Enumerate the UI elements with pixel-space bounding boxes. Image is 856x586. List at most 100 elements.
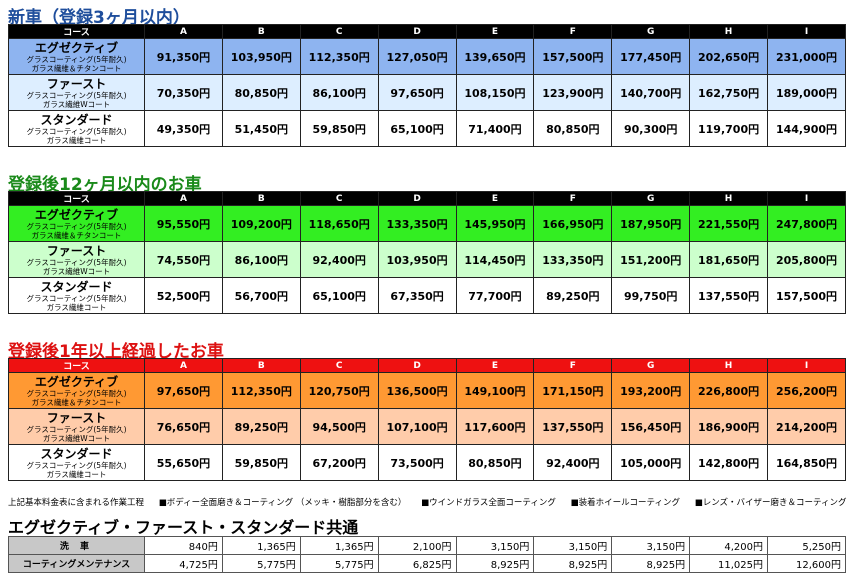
price-cell: 67,200円 <box>299 444 379 481</box>
note-item: ■ボディー全面磨き＆コーティング （メッキ・樹脂部分を含む） <box>158 498 407 508</box>
price-cell: 127,050円 <box>377 38 457 75</box>
price-cell: 221,550円 <box>689 205 768 242</box>
price-cell: 187,950円 <box>611 205 691 242</box>
course-name: エグゼクティブ <box>34 208 119 222</box>
price-cell: 112,350円 <box>299 38 379 75</box>
course-detail: グラスコーティング(5年耐久) <box>26 461 127 470</box>
column-header: F <box>533 358 613 373</box>
price-cell: 91,350円 <box>144 38 223 75</box>
price-cell: 89,250円 <box>221 408 301 445</box>
column-header: B <box>221 24 301 39</box>
course-name: ファースト <box>46 244 107 258</box>
course-name: エグゼクティブ <box>34 375 119 389</box>
common-service-table: 洗 車 840円 1,365円 1,365円 2,100円 3,150円 3,150円 3,1… <box>8 536 846 573</box>
price-cell: 226,800円 <box>689 372 768 409</box>
column-header: D <box>377 191 457 206</box>
price-cell: 120,750円 <box>299 372 379 409</box>
service-price-cell: 840円 <box>144 536 223 555</box>
price-cell: 247,800円 <box>767 205 846 242</box>
service-price-cell: 1,365円 <box>221 536 301 555</box>
course-header: コース <box>8 358 145 373</box>
price-cell: 112,350円 <box>221 372 301 409</box>
service-price-cell: 3,150円 <box>611 536 691 555</box>
price-cell: 107,100円 <box>377 408 457 445</box>
course-name-cell: ファースト グラスコーティング(5年耐久) ガラス繊維Wコート <box>8 74 145 111</box>
price-cell: 256,200円 <box>767 372 846 409</box>
course-detail: ガラス繊維コート <box>46 470 107 479</box>
price-cell: 76,650円 <box>144 408 223 445</box>
price-cell: 71,400円 <box>455 110 535 147</box>
section-title-new-car: 新車（登録3ヶ月以内） <box>8 8 190 28</box>
price-cell: 103,950円 <box>377 241 457 278</box>
price-cell: 80,850円 <box>455 444 535 481</box>
service-price-cell: 11,025円 <box>689 554 768 573</box>
table-row: ファースト グラスコーティング(5年耐久) ガラス繊維Wコート 76,650円 89,2… <box>8 408 846 445</box>
course-detail: ガラス繊維Wコート <box>42 267 111 276</box>
note-item: ■レンズ・バイザー磨き＆コーティング <box>694 498 847 508</box>
course-detail: グラスコーティング(5年耐久) <box>26 91 127 100</box>
note-label: 上記基本料金表に含まれる作業工程 <box>8 498 145 508</box>
price-cell: 133,350円 <box>377 205 457 242</box>
course-name-cell: スタンダード グラスコーティング(5年耐久) ガラス繊維コート <box>8 277 145 314</box>
price-table-over-1-year: コース A B C D E F G H I エグゼクティブ グラスコーティング(5年耐久) ガラス繊維＆… <box>8 358 846 481</box>
service-price-cell: 4,200円 <box>689 536 768 555</box>
course-name: ファースト <box>46 77 107 91</box>
service-price-cell: 6,825円 <box>377 554 457 573</box>
price-cell: 108,150円 <box>455 74 535 111</box>
table-row: 洗 車 840円 1,365円 1,365円 2,100円 3,150円 3,150円 3,1… <box>8 536 846 555</box>
course-detail: ガラス繊維Wコート <box>42 100 111 109</box>
price-cell: 92,400円 <box>533 444 613 481</box>
table-row: スタンダード グラスコーティング(5年耐久) ガラス繊維コート 49,350円 51,4… <box>8 110 846 147</box>
course-name: スタンダード <box>40 113 113 127</box>
course-detail: ガラス繊維＆チタンコート <box>31 64 122 73</box>
table-row: エグゼクティブ グラスコーティング(5年耐久) ガラス繊維＆チタンコート 97,650… <box>8 372 846 409</box>
column-header: C <box>299 24 379 39</box>
price-cell: 186,900円 <box>689 408 768 445</box>
price-cell: 86,100円 <box>299 74 379 111</box>
price-cell: 137,550円 <box>689 277 768 314</box>
column-header: B <box>221 358 301 373</box>
column-header: H <box>689 24 768 39</box>
course-name-cell: エグゼクティブ グラスコーティング(5年耐久) ガラス繊維＆チタンコート <box>8 205 145 242</box>
price-cell: 231,000円 <box>767 38 846 75</box>
course-name-cell: スタンダード グラスコーティング(5年耐久) ガラス繊維コート <box>8 444 145 481</box>
column-header: B <box>221 191 301 206</box>
price-cell: 189,000円 <box>767 74 846 111</box>
column-header: H <box>689 191 768 206</box>
price-cell: 118,650円 <box>299 205 379 242</box>
course-detail: ガラス繊維コート <box>46 136 107 145</box>
column-header: G <box>611 191 691 206</box>
course-detail: ガラス繊維コート <box>46 303 107 312</box>
course-detail: グラスコーティング(5年耐久) <box>26 55 127 64</box>
price-cell: 89,250円 <box>533 277 613 314</box>
price-cell: 49,350円 <box>144 110 223 147</box>
table-row: スタンダード グラスコーティング(5年耐久) ガラス繊維コート 52,500円 56,7… <box>8 277 846 314</box>
course-detail: グラスコーティング(5年耐久) <box>26 389 127 398</box>
price-cell: 193,200円 <box>611 372 691 409</box>
table-row: コーティングメンテナンス 4,725円 5,775円 5,775円 6,825円 8,92… <box>8 554 846 573</box>
price-cell: 166,950円 <box>533 205 613 242</box>
course-name: エグゼクティブ <box>34 41 119 55</box>
price-cell: 202,650円 <box>689 38 768 75</box>
service-price-cell: 3,150円 <box>455 536 535 555</box>
course-detail: グラスコーティング(5年耐久) <box>26 425 127 434</box>
price-cell: 65,100円 <box>299 277 379 314</box>
table-row: ファースト グラスコーティング(5年耐久) ガラス繊維Wコート 70,350円 80,8… <box>8 74 846 111</box>
price-cell: 51,450円 <box>221 110 301 147</box>
price-cell: 67,350円 <box>377 277 457 314</box>
course-detail: グラスコーティング(5年耐久) <box>26 258 127 267</box>
price-cell: 144,900円 <box>767 110 846 147</box>
section-title-over-1-year: 登録後1年以上経過したお車 <box>8 342 224 362</box>
service-label: 洗 車 <box>8 536 145 555</box>
price-cell: 74,550円 <box>144 241 223 278</box>
service-price-cell: 5,250円 <box>767 536 846 555</box>
course-detail: ガラス繊維＆チタンコート <box>31 231 122 240</box>
price-table-12-months: コース A B C D E F G H I エグゼクティブ グラスコーティング(5年耐久) ガラス繊維＆… <box>8 191 846 314</box>
price-cell: 117,600円 <box>455 408 535 445</box>
price-cell: 151,200円 <box>611 241 691 278</box>
price-cell: 103,950円 <box>221 38 301 75</box>
price-cell: 157,500円 <box>767 277 846 314</box>
column-header: A <box>144 24 223 39</box>
price-cell: 177,450円 <box>611 38 691 75</box>
price-cell: 205,800円 <box>767 241 846 278</box>
